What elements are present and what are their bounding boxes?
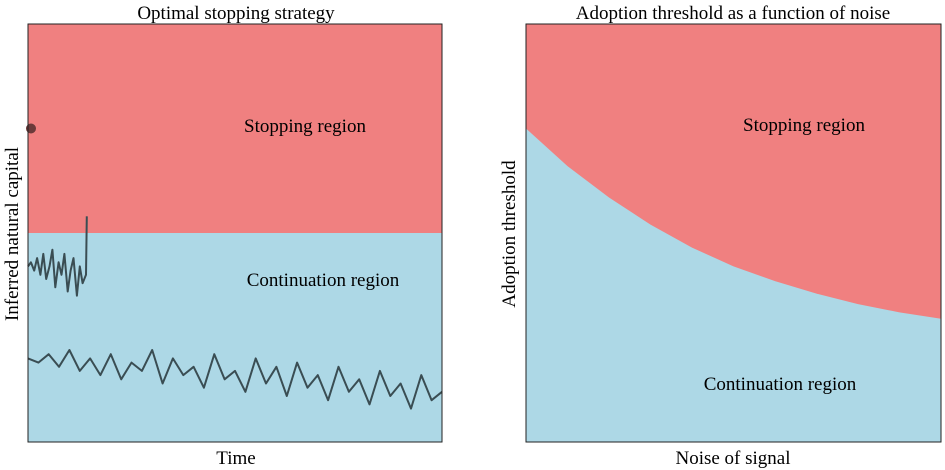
left-stopping-region-label: Stopping region [244,116,366,137]
left-axes-frame [27,23,443,443]
right-chart-title: Adoption threshold as a function of nois… [576,3,891,24]
left-series-line-2 [27,349,443,410]
right-continuation-region-label: Continuation region [704,374,857,395]
left-continuation-region [28,233,442,442]
right-panel: Adoption threshold as a function of nois… [499,3,942,469]
left-series-line-1 [27,216,88,297]
left-y-axis-label: Inferred natural capital [2,147,23,321]
left-chart-title: Optimal stopping strategy [137,3,335,24]
left-stopping-region [28,24,442,233]
right-x-axis-label: Noise of signal [675,448,790,469]
left-panel: Optimal stopping strategy Stopping regio… [2,3,443,469]
right-y-axis-label: Adoption threshold [499,160,520,308]
left-x-axis-label: Time [216,448,255,469]
left-continuation-region-label: Continuation region [247,270,400,291]
right-axes-frame [525,23,942,443]
right-stopping-region [526,24,941,319]
right-stopping-region-label: Stopping region [743,115,865,136]
